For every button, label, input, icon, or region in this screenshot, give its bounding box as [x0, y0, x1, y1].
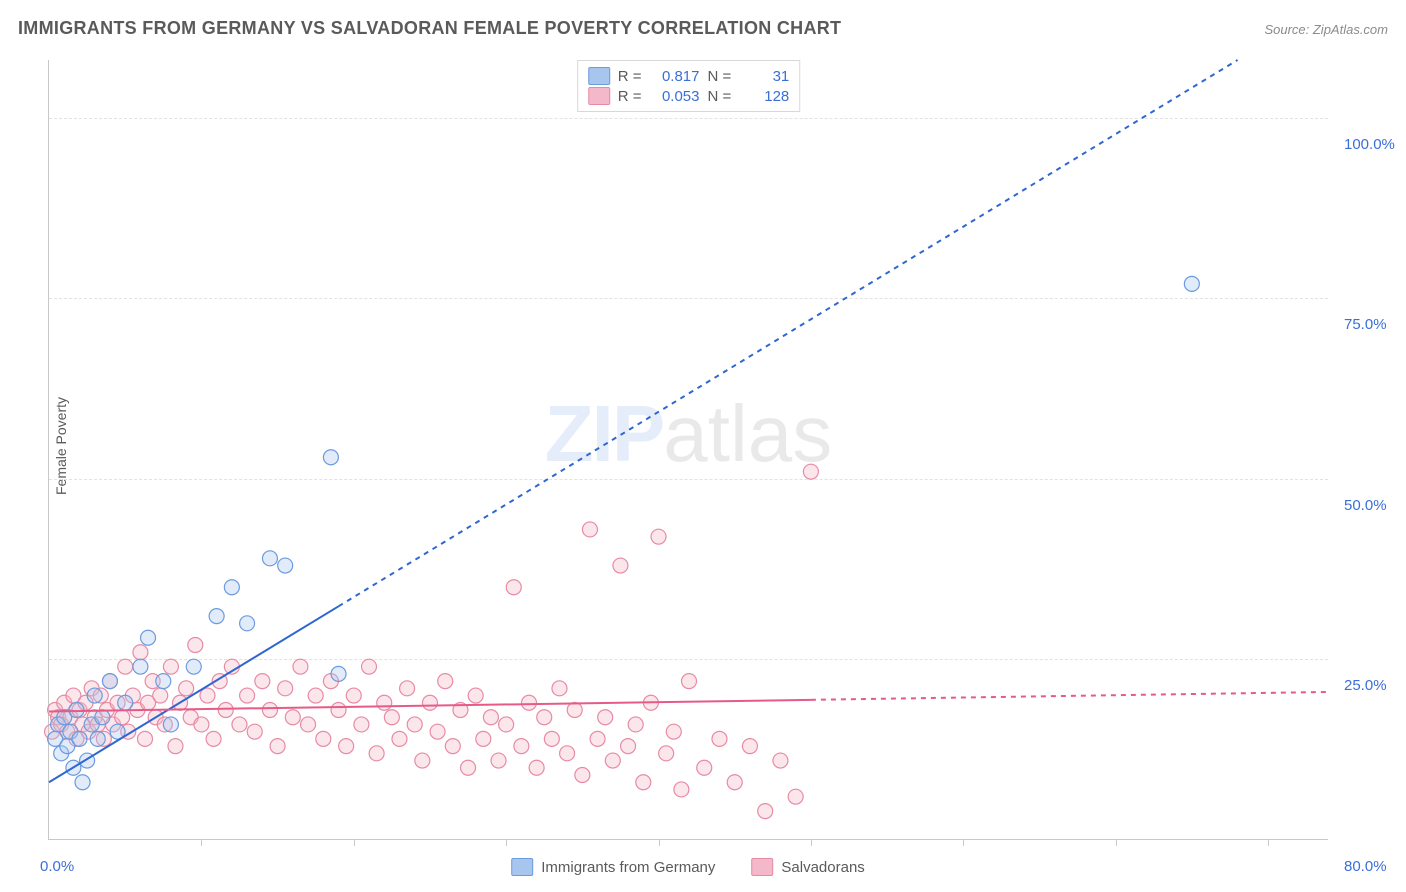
- n-value-germany: 31: [739, 68, 789, 85]
- swatch-germany-icon: [588, 67, 610, 85]
- y-tick-label: 50.0%: [1344, 497, 1387, 514]
- swatch-germany-icon: [511, 858, 533, 876]
- x-min-label: 0.0%: [40, 858, 74, 875]
- swatch-salvadoran-icon: [588, 87, 610, 105]
- stats-legend: R = 0.817 N = 31 R = 0.053 N = 128: [577, 60, 801, 112]
- chart-area: ZIPatlas R = 0.817 N = 31 R = 0.053 N = …: [48, 60, 1328, 840]
- scatter-svg: [49, 60, 1329, 840]
- swatch-salvadoran-icon: [751, 858, 773, 876]
- x-max-label: 80.0%: [1344, 858, 1387, 875]
- stats-row-salvadoran: R = 0.053 N = 128: [588, 87, 790, 105]
- series-legend: Immigrants from Germany Salvadorans: [511, 858, 865, 876]
- r-value-salvadoran: 0.053: [650, 88, 700, 105]
- chart-title: IMMIGRANTS FROM GERMANY VS SALVADORAN FE…: [18, 18, 841, 39]
- legend-item-germany: Immigrants from Germany: [511, 858, 715, 876]
- stats-row-germany: R = 0.817 N = 31: [588, 67, 790, 85]
- y-tick-label: 25.0%: [1344, 677, 1387, 694]
- plot-region: ZIPatlas R = 0.817 N = 31 R = 0.053 N = …: [48, 60, 1328, 840]
- legend-item-salvadoran: Salvadorans: [751, 858, 864, 876]
- y-tick-label: 100.0%: [1344, 136, 1395, 153]
- r-value-germany: 0.817: [650, 68, 700, 85]
- chart-header: IMMIGRANTS FROM GERMANY VS SALVADORAN FE…: [18, 18, 1388, 39]
- chart-source: Source: ZipAtlas.com: [1264, 22, 1388, 37]
- n-value-salvadoran: 128: [739, 88, 789, 105]
- y-tick-label: 75.0%: [1344, 316, 1387, 333]
